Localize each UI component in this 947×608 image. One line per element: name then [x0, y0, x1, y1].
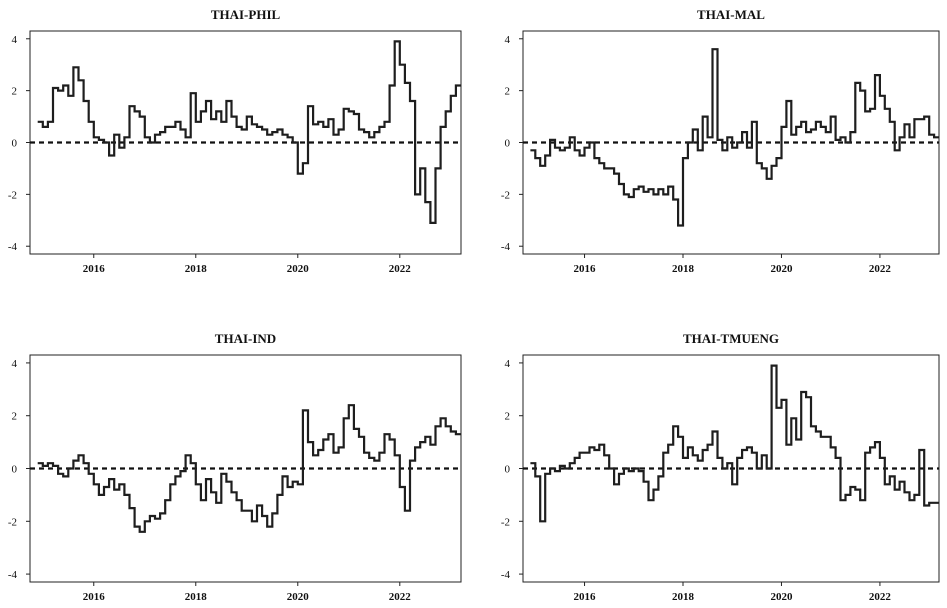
series-line	[530, 364, 939, 523]
x-tick-label: 2018	[185, 263, 208, 275]
y-tick-label: 0	[505, 464, 511, 476]
y-tick-label: 4	[505, 358, 511, 370]
x-tick-label: 2016	[83, 263, 106, 275]
y-tick-label: 2	[505, 86, 511, 98]
panel-title: THAI-IND	[215, 331, 276, 346]
x-tick-label: 2016	[574, 263, 597, 275]
x-tick-label: 2020	[770, 591, 793, 603]
y-tick-label: -2	[501, 516, 510, 528]
x-tick-label: 2018	[672, 591, 695, 603]
series-line	[37, 40, 461, 224]
panel-thai-tmueng: THAI-TMUENG -4 -2 0 2 4 2016 2018 2020 2022	[501, 331, 940, 603]
panel-title: THAI-MAL	[697, 7, 765, 22]
x-tick-label: 2016	[83, 591, 106, 603]
x-tick-label: 2022	[389, 591, 412, 603]
y-tick-label: 4	[505, 34, 511, 46]
y-tick-label: -2	[501, 189, 510, 201]
x-tick-label: 2020	[287, 591, 310, 603]
y-tick-label: 0	[12, 464, 18, 476]
y-tick-label: -4	[501, 569, 511, 581]
panel-thai-mal: THAI-MAL -4 -2 0 2 4 2016 2018 2020 2022	[501, 7, 940, 275]
y-tick-label: 0	[505, 138, 511, 150]
y-tick-label: 2	[12, 86, 18, 98]
series-line	[37, 404, 461, 533]
x-tick-label: 2022	[869, 263, 892, 275]
panel-thai-phil: THAI-PHIL -4 -2 0 2 4 2016 2018 2020 2022	[8, 7, 462, 275]
y-tick-label: -4	[8, 241, 18, 253]
y-tick-label: 0	[12, 138, 18, 150]
x-tick-label: 2016	[574, 591, 597, 603]
x-tick-label: 2022	[389, 263, 412, 275]
y-tick-label: -4	[501, 241, 511, 253]
y-tick-label: -2	[8, 516, 17, 528]
x-tick-label: 2018	[185, 591, 208, 603]
series-line	[530, 48, 939, 227]
x-tick-label: 2018	[672, 263, 695, 275]
y-tick-label: -2	[8, 189, 17, 201]
x-tick-label: 2022	[869, 591, 892, 603]
y-tick-label: 2	[12, 411, 18, 423]
y-tick-label: 4	[12, 358, 18, 370]
x-tick-label: 2020	[770, 263, 793, 275]
panel-title: THAI-PHIL	[211, 7, 281, 22]
panel-thai-ind: THAI-IND -4 -2 0 2 4 2016 2018 2020 2022	[8, 331, 462, 603]
panel-title: THAI-TMUENG	[683, 331, 779, 346]
y-tick-label: -4	[8, 569, 18, 581]
y-tick-label: 4	[12, 34, 18, 46]
y-tick-label: 2	[505, 411, 511, 423]
x-tick-label: 2020	[287, 263, 310, 275]
